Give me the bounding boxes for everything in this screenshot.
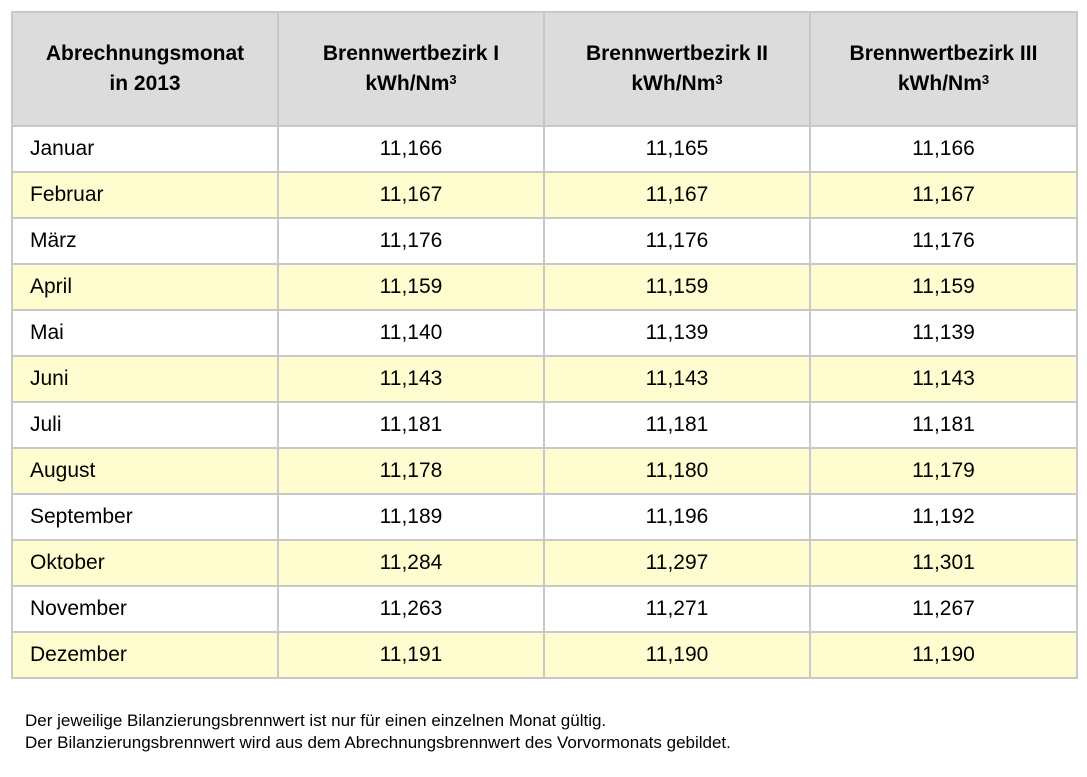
cell-bezirk-2: 11,196 — [543, 493, 811, 541]
cell-bezirk-2: 11,176 — [543, 217, 811, 265]
cell-month: November — [11, 585, 279, 633]
header-month-line2: in 2013 — [109, 72, 181, 95]
cell-bezirk-1: 11,159 — [277, 263, 545, 311]
cell-bezirk-2: 11,159 — [543, 263, 811, 311]
cell-bezirk-3: 11,159 — [809, 263, 1078, 311]
table-row: Oktober 11,284 11,297 11,301 — [11, 539, 1078, 587]
cell-bezirk-1: 11,191 — [277, 631, 545, 679]
header-bezirk-1-unit-exp: 3 — [449, 72, 457, 87]
table-row: August 11,178 11,180 11,179 — [11, 447, 1078, 495]
cell-bezirk-2: 11,139 — [543, 309, 811, 357]
table-row: Mai 11,140 11,139 11,139 — [11, 309, 1078, 357]
footnote-line-1: Der jeweilige Bilanzierungsbrennwert ist… — [25, 711, 607, 730]
cell-bezirk-3: 11,181 — [809, 401, 1078, 449]
cell-bezirk-2: 11,180 — [543, 447, 811, 495]
table-row: Dezember 11,191 11,190 11,190 — [11, 631, 1078, 679]
header-month-line1: Abrechnungsmonat — [45, 42, 245, 65]
cell-bezirk-1: 11,181 — [277, 401, 545, 449]
header-bezirk-3-title: Brennwertbezirk III — [849, 42, 1038, 65]
header-bezirk-1-unit: kWh/Nm — [365, 72, 450, 95]
cell-bezirk-1: 11,166 — [277, 125, 545, 173]
cell-bezirk-1: 11,167 — [277, 171, 545, 219]
cell-bezirk-1: 11,143 — [277, 355, 545, 403]
cell-bezirk-3: 11,139 — [809, 309, 1078, 357]
cell-month: Juni — [11, 355, 279, 403]
cell-bezirk-3: 11,190 — [809, 631, 1078, 679]
cell-bezirk-2: 11,190 — [543, 631, 811, 679]
table-row: Juni 11,143 11,143 11,143 — [11, 355, 1078, 403]
table-row: September 11,189 11,196 11,192 — [11, 493, 1078, 541]
header-bezirk-1: Brennwertbezirk I kWh/Nm3 — [277, 11, 545, 127]
cell-bezirk-2: 11,181 — [543, 401, 811, 449]
cell-month: Oktober — [11, 539, 279, 587]
cell-bezirk-2: 11,143 — [543, 355, 811, 403]
header-bezirk-3-unit-exp: 3 — [981, 72, 990, 87]
table-row: Januar 11,166 11,165 11,166 — [11, 125, 1078, 173]
brennwert-table-container: Abrechnungsmonat in 2013 Brennwertbezirk… — [11, 11, 1078, 679]
cell-bezirk-2: 11,297 — [543, 539, 811, 587]
cell-bezirk-1: 11,189 — [277, 493, 545, 541]
cell-bezirk-3: 11,301 — [809, 539, 1078, 587]
header-bezirk-3-unit: kWh/Nm — [897, 72, 982, 95]
footnote-line-2: Der Bilanzierungsbrennwert wird aus dem … — [25, 733, 731, 752]
header-bezirk-2-unit-exp: 3 — [715, 72, 723, 87]
brennwert-table: Abrechnungsmonat in 2013 Brennwertbezirk… — [11, 11, 1078, 679]
header-bezirk-2: Brennwertbezirk II kWh/Nm3 — [543, 11, 811, 127]
cell-month: März — [11, 217, 279, 265]
table-row: November 11,263 11,271 11,267 — [11, 585, 1078, 633]
cell-bezirk-3: 11,267 — [809, 585, 1078, 633]
cell-bezirk-3: 11,192 — [809, 493, 1078, 541]
cell-bezirk-1: 11,263 — [277, 585, 545, 633]
cell-bezirk-3: 11,143 — [809, 355, 1078, 403]
cell-month: Januar — [11, 125, 279, 173]
cell-month: September — [11, 493, 279, 541]
cell-bezirk-1: 11,284 — [277, 539, 545, 587]
cell-bezirk-3: 11,167 — [809, 171, 1078, 219]
table-row: April 11,159 11,159 11,159 — [11, 263, 1078, 311]
header-bezirk-2-title: Brennwertbezirk II — [585, 42, 769, 65]
header-bezirk-3: Brennwertbezirk III kWh/Nm3 — [809, 11, 1078, 127]
table-row: Juli 11,181 11,181 11,181 — [11, 401, 1078, 449]
header-bezirk-1-title: Brennwertbezirk I — [322, 42, 500, 65]
table-header-row: Abrechnungsmonat in 2013 Brennwertbezirk… — [11, 11, 1078, 127]
table-row: März 11,176 11,176 11,176 — [11, 217, 1078, 265]
cell-bezirk-3: 11,176 — [809, 217, 1078, 265]
cell-month: Dezember — [11, 631, 279, 679]
cell-month: April — [11, 263, 279, 311]
cell-bezirk-3: 11,179 — [809, 447, 1078, 495]
cell-bezirk-1: 11,140 — [277, 309, 545, 357]
cell-bezirk-1: 11,178 — [277, 447, 545, 495]
cell-bezirk-2: 11,165 — [543, 125, 811, 173]
header-bezirk-2-unit: kWh/Nm — [631, 72, 716, 95]
cell-bezirk-1: 11,176 — [277, 217, 545, 265]
cell-bezirk-2: 11,167 — [543, 171, 811, 219]
cell-month: August — [11, 447, 279, 495]
cell-month: Februar — [11, 171, 279, 219]
cell-bezirk-3: 11,166 — [809, 125, 1078, 173]
cell-month: Mai — [11, 309, 279, 357]
cell-month: Juli — [11, 401, 279, 449]
header-month: Abrechnungsmonat in 2013 — [11, 11, 279, 127]
table-row: Februar 11,167 11,167 11,167 — [11, 171, 1078, 219]
footnotes: Der jeweilige Bilanzierungsbrennwert ist… — [25, 710, 731, 754]
cell-bezirk-2: 11,271 — [543, 585, 811, 633]
